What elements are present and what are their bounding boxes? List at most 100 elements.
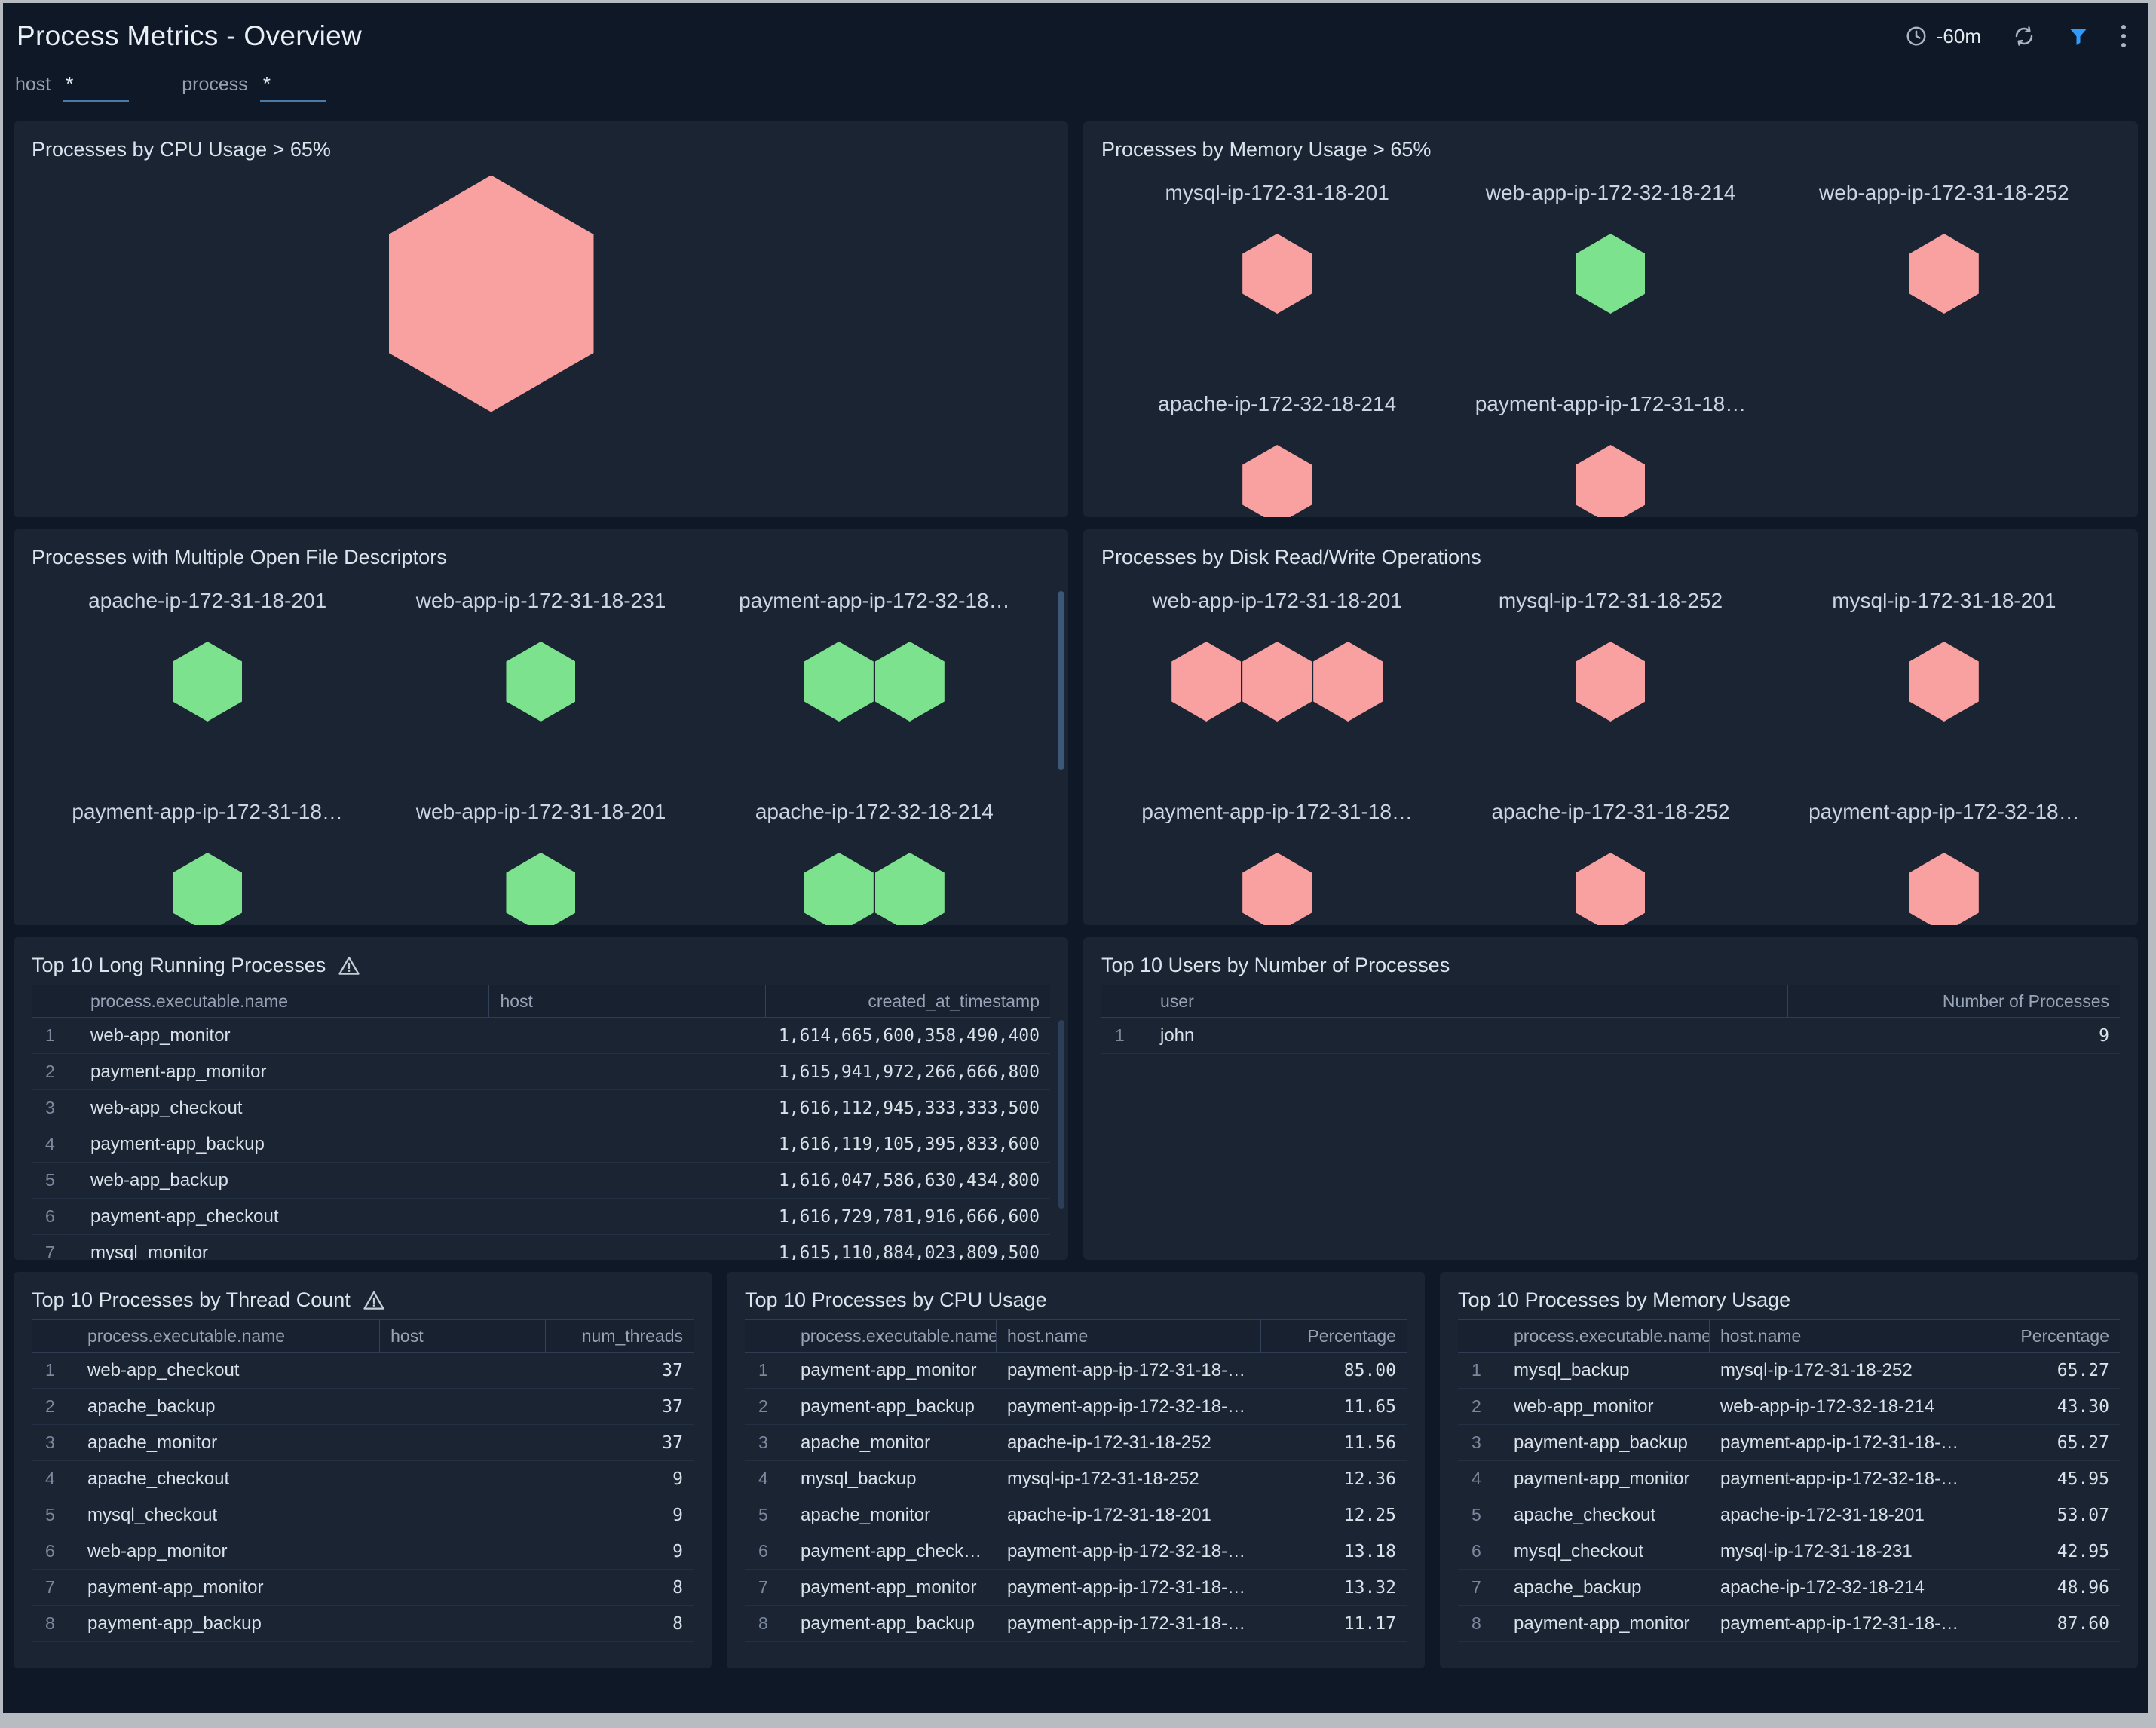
filter-process-input[interactable]: * bbox=[259, 72, 326, 102]
column-header-percentage[interactable]: Percentage bbox=[1307, 1325, 1396, 1346]
table-row[interactable]: 4 payment-app_backup 1,616,119,105,395,833… bbox=[32, 1126, 1050, 1163]
hexagon-pink[interactable] bbox=[1242, 853, 1312, 925]
table-row[interactable]: 1 payment-app_monitor payment-app-ip-172-3… bbox=[745, 1353, 1407, 1389]
table-row[interactable]: 3 apache_monitor apache-ip-172-31-18-252 11… bbox=[745, 1425, 1407, 1461]
table-header-row: user Number of Processes bbox=[1101, 985, 2120, 1018]
hexagon-pink[interactable] bbox=[1576, 853, 1646, 925]
column-header-host[interactable]: host bbox=[380, 1320, 546, 1352]
filter-host-input[interactable]: * bbox=[63, 72, 130, 102]
table-row[interactable]: 6 web-app_monitor 9 bbox=[32, 1533, 694, 1570]
filter-host: host * bbox=[15, 72, 130, 102]
table-row[interactable]: 6 payment-app_checkout 1,616,729,781,916,6… bbox=[32, 1199, 1050, 1235]
table-row[interactable]: 7 payment-app_monitor 8 bbox=[32, 1570, 694, 1606]
panel-title-text: Top 10 Processes by Thread Count bbox=[32, 1288, 351, 1311]
hex-row bbox=[506, 642, 576, 722]
hexagon-pink[interactable] bbox=[1242, 234, 1312, 314]
table-row[interactable]: 1 mysql_backup mysql-ip-172-31-18-252 65.27 bbox=[1458, 1353, 2120, 1389]
vertical-scrollbar[interactable] bbox=[1058, 1020, 1064, 1209]
hex-group-label: payment-app-ip-172-31-18… bbox=[72, 800, 343, 823]
column-header-num-threads[interactable]: num_threads bbox=[581, 1325, 683, 1346]
hexagon-green[interactable] bbox=[173, 853, 243, 925]
column-header-host[interactable]: host bbox=[489, 985, 766, 1017]
table-row[interactable]: 3 apache_monitor 37 bbox=[32, 1425, 694, 1461]
row-index: 1 bbox=[45, 1025, 55, 1045]
hexagon-green[interactable] bbox=[874, 642, 945, 722]
row-index: 6 bbox=[45, 1541, 55, 1561]
column-header-process-executable-name[interactable]: process.executable.name bbox=[1503, 1320, 1710, 1352]
column-header-host-name[interactable]: host.name bbox=[997, 1320, 1262, 1352]
table-row[interactable]: 1 john 9 bbox=[1101, 1018, 2120, 1054]
table-row[interactable]: 8 payment-app_backup payment-app-ip-172-31… bbox=[745, 1606, 1407, 1642]
warning-triangle-icon bbox=[363, 1291, 384, 1310]
table-row[interactable]: 5 web-app_backup 1,616,047,586,630,434,800 bbox=[32, 1163, 1050, 1199]
row-index: 4 bbox=[45, 1469, 55, 1488]
table-row[interactable]: 7 apache_backup apache-ip-172-32-18-214 48.… bbox=[1458, 1570, 2120, 1606]
table-row[interactable]: 7 payment-app_monitor payment-app-ip-172-3… bbox=[745, 1570, 1407, 1606]
time-range-button[interactable]: -60m bbox=[1905, 25, 1981, 48]
table-header-row: process.executable.name host num_threads bbox=[32, 1319, 694, 1353]
table-row[interactable]: 4 payment-app_monitor payment-app-ip-172-3… bbox=[1458, 1461, 2120, 1497]
table-row[interactable]: 2 apache_backup 37 bbox=[32, 1389, 694, 1425]
hexagon-pink[interactable] bbox=[1576, 642, 1646, 722]
table-row[interactable]: 3 web-app_checkout 1,616,112,945,333,333,5… bbox=[32, 1090, 1050, 1126]
column-header-process-executable-name[interactable]: process.executable.name bbox=[790, 1320, 997, 1352]
table-row[interactable]: 2 payment-app_backup payment-app-ip-172-32… bbox=[745, 1389, 1407, 1425]
hexagon-pink[interactable] bbox=[1909, 642, 1979, 722]
column-header-host-name[interactable]: host.name bbox=[1710, 1320, 1975, 1352]
table-row[interactable]: 5 mysql_checkout 9 bbox=[32, 1497, 694, 1533]
column-header-user[interactable]: user bbox=[1150, 985, 1788, 1017]
hexagon-pink[interactable] bbox=[1313, 642, 1383, 722]
table-row[interactable]: 3 payment-app_backup payment-app-ip-172-31… bbox=[1458, 1425, 2120, 1461]
row-index: 7 bbox=[1472, 1577, 1481, 1597]
table-row[interactable]: 6 mysql_checkout mysql-ip-172-31-18-231 42.… bbox=[1458, 1533, 2120, 1570]
hexagon-green[interactable] bbox=[804, 853, 874, 925]
long-running-table: process.executable.name host created_at_ti… bbox=[32, 985, 1050, 1260]
hex-group: mysql-ip-172-31-18-201 bbox=[1778, 589, 2111, 722]
table-row[interactable]: 1 web-app_checkout 37 bbox=[32, 1353, 694, 1389]
more-options-button[interactable] bbox=[2121, 25, 2126, 47]
hexagon-green[interactable] bbox=[506, 642, 576, 722]
table-row[interactable]: 8 payment-app_backup 8 bbox=[32, 1606, 694, 1642]
table-row[interactable]: 2 web-app_monitor web-app-ip-172-32-18-214… bbox=[1458, 1389, 2120, 1425]
table-row[interactable]: 4 apache_checkout 9 bbox=[32, 1461, 694, 1497]
hex-row bbox=[173, 642, 243, 722]
hexagon-pink[interactable] bbox=[1242, 642, 1312, 722]
table-row[interactable]: 7 mysql_monitor 1,615,110,884,023,809,500 bbox=[32, 1235, 1050, 1261]
table-row[interactable]: 5 apache_checkout apache-ip-172-31-18-201 5… bbox=[1458, 1497, 2120, 1533]
hexagon-pink[interactable] bbox=[1576, 445, 1646, 517]
hexagon-pink[interactable] bbox=[388, 175, 594, 412]
table-row[interactable]: 6 payment-app_checkout payment-app-ip-172-… bbox=[745, 1533, 1407, 1570]
filter-funnel-icon bbox=[2069, 29, 2087, 45]
hexagon-green[interactable] bbox=[804, 642, 874, 722]
hexagon-pink[interactable] bbox=[1171, 642, 1242, 722]
column-header-created-at-timestamp[interactable]: created_at_timestamp bbox=[868, 991, 1040, 1011]
hex-group: mysql-ip-172-31-18-252 bbox=[1444, 589, 1777, 722]
column-header-percentage[interactable]: Percentage bbox=[2020, 1325, 2109, 1346]
cell-threads: 37 bbox=[662, 1396, 683, 1417]
column-header-number-of-processes[interactable]: Number of Processes bbox=[1942, 991, 2109, 1011]
hexagon-green[interactable] bbox=[506, 853, 576, 925]
cell-ts: 1,615,941,972,266,666,800 bbox=[778, 1062, 1040, 1082]
table-row[interactable]: 2 payment-app_monitor 1,615,941,972,266,66… bbox=[32, 1054, 1050, 1090]
vertical-scrollbar[interactable] bbox=[1058, 591, 1064, 770]
column-header-process-executable-name[interactable]: process.executable.name bbox=[77, 1320, 381, 1352]
hexagon-pink[interactable] bbox=[1242, 445, 1312, 517]
filter-button[interactable] bbox=[2067, 25, 2090, 47]
hexagon-green[interactable] bbox=[173, 642, 243, 722]
hexagon-green[interactable] bbox=[1576, 234, 1646, 314]
panel-title-text: Processes by CPU Usage > 65% bbox=[32, 138, 331, 161]
table-row[interactable]: 5 apache_monitor apache-ip-172-31-18-201 12… bbox=[745, 1497, 1407, 1533]
cell-name: apache_backup bbox=[1514, 1576, 1642, 1598]
row-index: 7 bbox=[758, 1577, 768, 1597]
cell-pct: 11.17 bbox=[1343, 1613, 1396, 1634]
column-header-process-executable-name[interactable]: process.executable.name bbox=[80, 985, 490, 1017]
cell-user: john bbox=[1160, 1025, 1195, 1046]
hexagon-pink[interactable] bbox=[1909, 853, 1979, 925]
hexagon-green[interactable] bbox=[874, 853, 945, 925]
refresh-button[interactable] bbox=[2013, 25, 2035, 47]
table-row[interactable]: 8 payment-app_monitor payment-app-ip-172-3… bbox=[1458, 1606, 2120, 1642]
table-row[interactable]: 4 mysql_backup mysql-ip-172-31-18-252 12.36 bbox=[745, 1461, 1407, 1497]
hex-group: web-app-ip-172-31-18-201 bbox=[374, 800, 707, 925]
table-row[interactable]: 1 web-app_monitor 1,614,665,600,358,490,40… bbox=[32, 1018, 1050, 1054]
hexagon-pink[interactable] bbox=[1909, 234, 1979, 314]
